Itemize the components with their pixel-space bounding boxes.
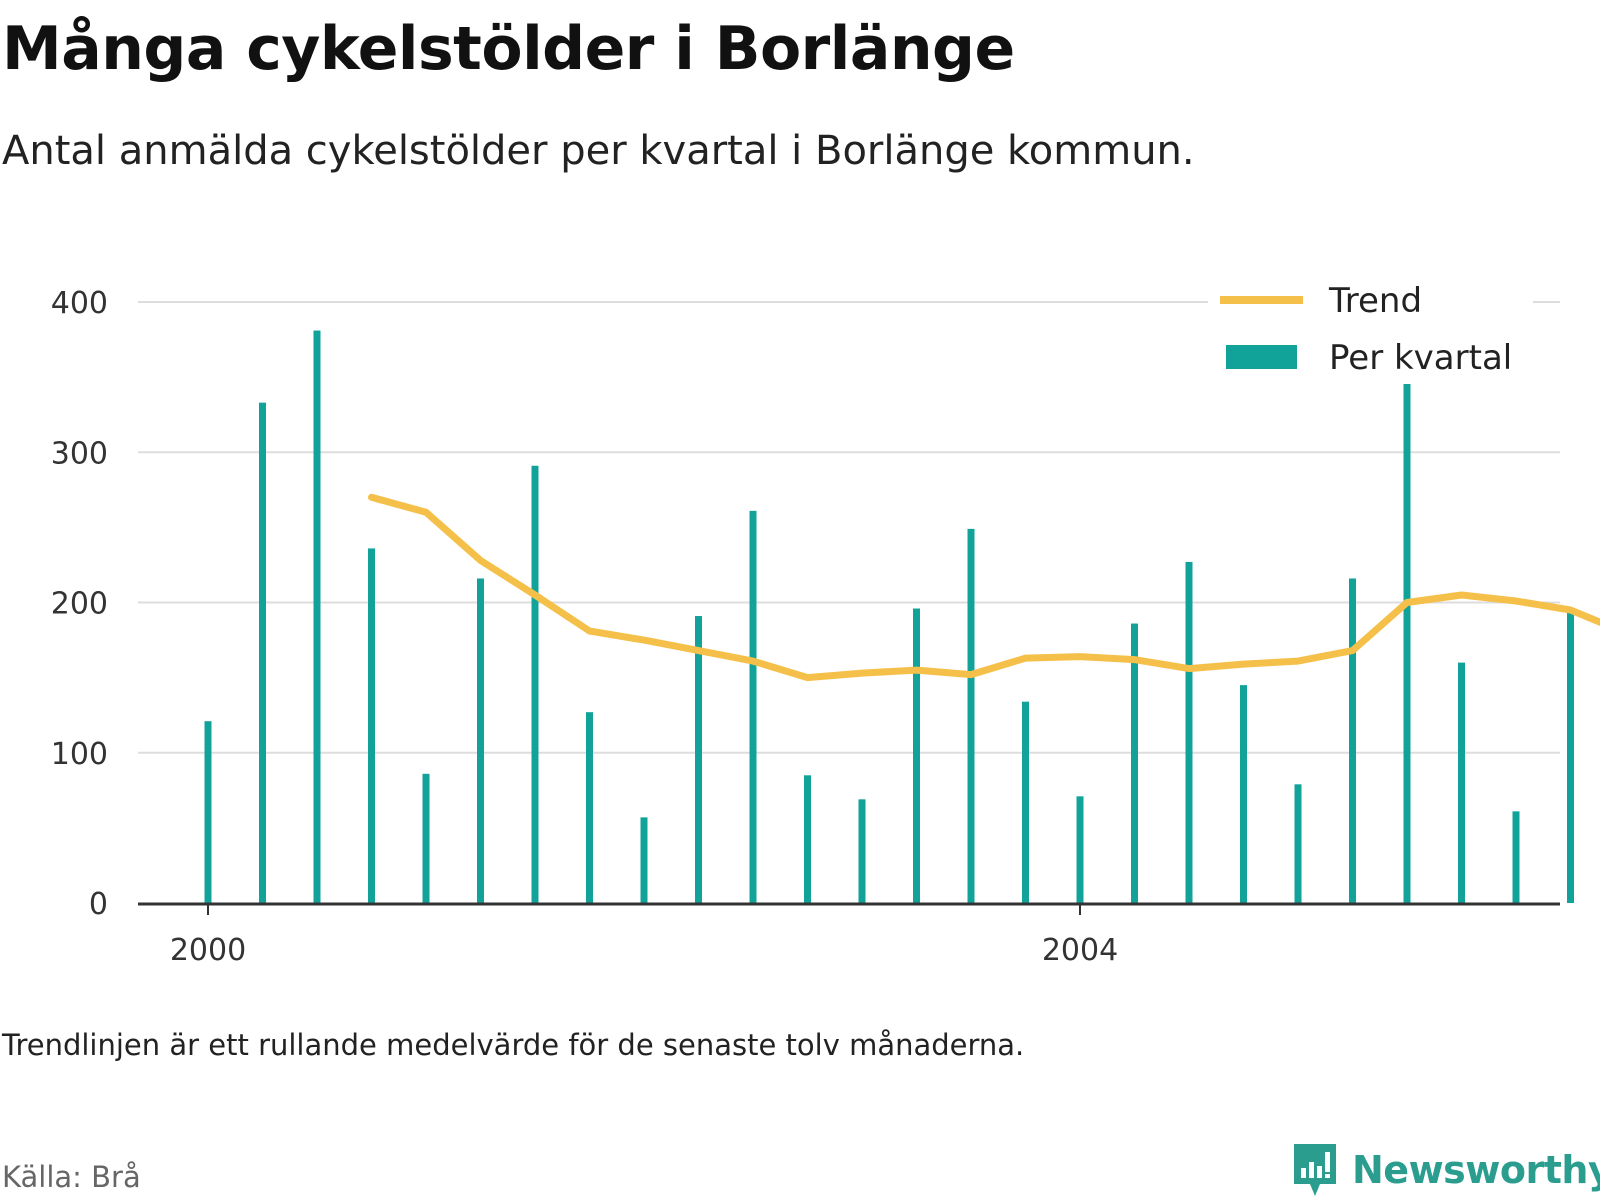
y-tick-label: 0 (89, 887, 108, 922)
legend-bar-swatch (1226, 345, 1297, 369)
bar (1349, 578, 1356, 903)
bar (1294, 784, 1302, 903)
brand-name: Newsworthy (1352, 1148, 1600, 1192)
legend: Trend Per kvartal (1208, 281, 1533, 384)
bar (1567, 613, 1574, 903)
bar (640, 817, 648, 903)
bar (313, 330, 321, 903)
bar (204, 721, 212, 903)
bar (259, 402, 266, 903)
bars-group (204, 330, 1574, 903)
bar (804, 775, 811, 903)
y-tick-label: 400 (51, 286, 108, 321)
bar (1131, 623, 1138, 903)
y-tick-label: 100 (51, 737, 108, 772)
bar (1240, 685, 1247, 903)
x-tick-label: 2004 (1042, 933, 1118, 968)
chart-title: Många cykelstölder i Borlänge (2, 14, 1015, 84)
chart-subtitle: Antal anmälda cykelstölder per kvartal i… (2, 128, 1195, 174)
y-tick-label: 300 (51, 436, 108, 471)
chart-source: Källa: Brå (2, 1160, 141, 1194)
bar (1512, 811, 1520, 903)
bar (1076, 796, 1084, 903)
brand[interactable]: Newsworthy (1290, 1140, 1600, 1200)
bar (1458, 662, 1465, 903)
bar (1403, 360, 1411, 903)
legend-bar-label: Per kvartal (1329, 338, 1512, 378)
bar (858, 799, 866, 903)
chart-note: Trendlinjen är ett rullande medelvärde f… (2, 1028, 1025, 1062)
x-ticks: 2000200420082012201620202023 (170, 905, 1118, 968)
trend-line (368, 493, 1600, 682)
bar (695, 616, 702, 903)
newsworthy-logo-icon (1294, 1144, 1336, 1196)
bar (531, 465, 539, 903)
bar (477, 578, 484, 903)
chart-svg: 2000200420082012201620202023 01002003004… (51, 281, 1600, 968)
bar (368, 548, 375, 903)
bar (967, 528, 975, 903)
x-tick-label: 2000 (170, 933, 246, 968)
y-ticks: 0 100 200 300 400 (51, 286, 108, 922)
bar (1185, 561, 1193, 903)
y-tick-label: 200 (51, 587, 108, 622)
bar (422, 773, 430, 903)
bar (913, 608, 920, 903)
bar (1022, 701, 1029, 903)
bar (586, 712, 593, 903)
legend-trend-label: Trend (1328, 281, 1422, 321)
bar (749, 510, 757, 903)
